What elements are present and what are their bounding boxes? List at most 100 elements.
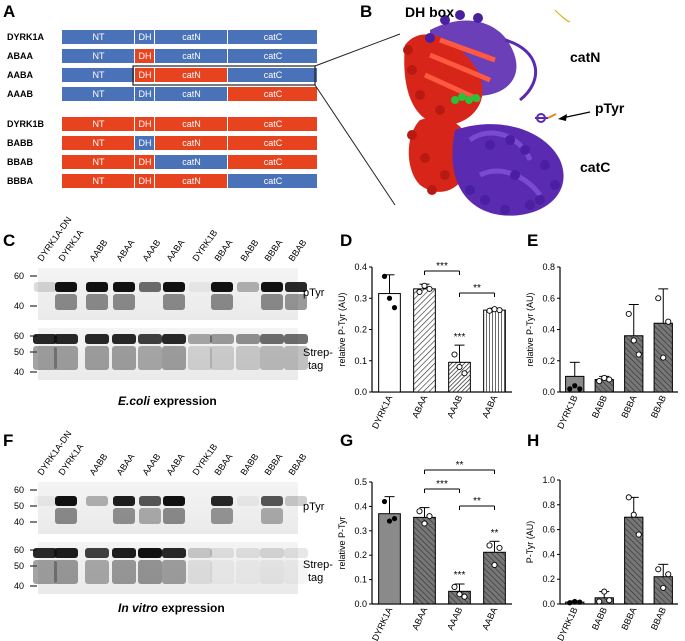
y-tick-label: 0.4 — [354, 262, 367, 272]
y-axis-label: relative P-Tyr — [337, 516, 347, 569]
label-ptyr: pTyr — [595, 100, 625, 116]
lane-label: ABAA — [114, 238, 136, 263]
segment-label: NT — [93, 32, 105, 42]
catN-highlight-box — [132, 65, 316, 86]
segment-label: catN — [182, 89, 201, 99]
blot-f-strep-label-2: tag — [308, 572, 323, 584]
y-tick-label: 0.1 — [354, 356, 367, 366]
mw-marker: 50 — [14, 501, 24, 511]
construct-segment — [62, 68, 134, 82]
construct-segment — [62, 49, 134, 63]
mw-marker: 60 — [14, 545, 24, 555]
data-point — [451, 351, 458, 358]
data-point — [655, 566, 662, 573]
data-point — [416, 508, 423, 515]
y-tick-label: 0.3 — [354, 526, 367, 536]
band-strep — [260, 548, 284, 558]
x-tick-label: ABAA — [410, 606, 429, 632]
construct-segment — [135, 155, 154, 169]
band-strep — [138, 334, 162, 344]
bar — [378, 293, 401, 393]
band-ptyr — [55, 496, 77, 506]
band-ptyr-smear — [163, 294, 185, 310]
band-ptyr — [261, 496, 283, 506]
band-strep — [162, 334, 186, 344]
band-strep — [33, 548, 57, 558]
band-ptyr — [139, 282, 161, 292]
mw-marker: 60 — [14, 331, 24, 341]
construct-name: AAAB — [7, 89, 33, 99]
x-tick-label: BABB — [590, 394, 609, 420]
band-ptyr — [237, 282, 259, 292]
data-point — [601, 374, 608, 381]
data-point — [421, 520, 428, 527]
construct-segment — [62, 117, 134, 131]
band-strep-smear — [260, 346, 284, 370]
band-ptyr-smear — [285, 294, 307, 310]
band-strep — [85, 548, 109, 558]
bar — [624, 516, 644, 605]
mw-marker: 40 — [14, 581, 24, 591]
construct-name: ABAA — [7, 51, 33, 61]
band-ptyr-smear — [139, 508, 161, 524]
band-ptyr — [189, 282, 211, 292]
band-strep — [85, 334, 109, 344]
construct-segment — [62, 136, 134, 150]
band-strep-smear — [162, 346, 186, 370]
lane-label: BBAB — [286, 452, 308, 477]
x-tick-label: DYRK1B — [555, 394, 579, 431]
lane-label: AABA — [164, 452, 186, 477]
band-ptyr — [86, 282, 108, 292]
construct-segment — [135, 136, 154, 150]
construct-segment — [228, 49, 317, 63]
segment-label: catC — [264, 32, 283, 42]
segment-label: DH — [139, 32, 152, 42]
mw-marker: 40 — [14, 517, 24, 527]
panel-letter-a: A — [3, 2, 15, 21]
segment-label: DH — [139, 119, 152, 129]
segment-label: catC — [264, 51, 283, 61]
y-tick-label: 0.0 — [542, 387, 555, 397]
data-point — [596, 598, 603, 605]
data-point — [496, 544, 503, 551]
band-strep — [284, 334, 308, 344]
segment-label: catN — [182, 51, 201, 61]
band-strep — [54, 548, 78, 558]
sig-label: ** — [456, 460, 464, 471]
segment-label: catN — [182, 119, 201, 129]
data-point — [486, 542, 493, 549]
lane-label: AABB — [87, 452, 109, 477]
band-ptyr-smear — [211, 508, 233, 524]
band-ptyr — [285, 496, 307, 506]
zoom-line-bottom — [314, 84, 396, 206]
data-point — [606, 376, 613, 383]
band-ptyr-smear — [261, 294, 283, 310]
x-tick-label: DYRK1B — [555, 606, 579, 641]
data-point — [386, 295, 393, 301]
bar — [624, 335, 644, 393]
y-tick-label: 0.8 — [542, 262, 555, 272]
construct-segment — [228, 136, 317, 150]
segment-label: NT — [93, 119, 105, 129]
lane-label: BBAA — [212, 452, 234, 477]
band-strep-smear — [33, 346, 57, 370]
band-ptyr — [113, 282, 135, 292]
y-tick-label: 0.2 — [354, 550, 367, 560]
y-tick-label: 0.6 — [542, 525, 555, 535]
x-tick-label: BBAB — [649, 606, 668, 632]
band-ptyr-smear — [55, 294, 77, 310]
construct-segment — [155, 30, 227, 44]
band-strep-smear — [112, 560, 136, 584]
segment-label: catN — [182, 157, 201, 167]
y-axis-label: relative P-Tyr (AU) — [525, 292, 535, 366]
x-tick-label: BABB — [590, 606, 609, 632]
segment-label: catN — [182, 138, 201, 148]
construct-name: BBBA — [7, 176, 33, 186]
band-strep — [236, 334, 260, 344]
band-ptyr-smear — [113, 508, 135, 524]
band-strep-smear — [284, 346, 308, 370]
band-strep — [188, 334, 212, 344]
sig-label: ** — [473, 496, 481, 507]
data-point — [572, 383, 578, 389]
panel-letter-c: C — [3, 231, 15, 250]
